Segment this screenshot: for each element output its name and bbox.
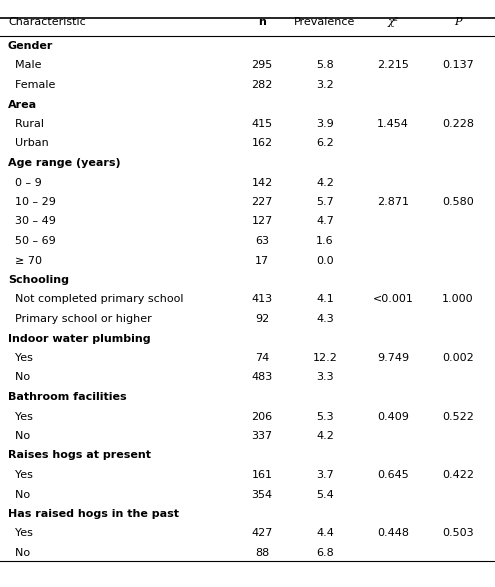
Text: 1.454: 1.454 xyxy=(377,119,409,129)
Text: 427: 427 xyxy=(251,528,273,538)
Text: 50 – 69: 50 – 69 xyxy=(8,236,56,246)
Text: 354: 354 xyxy=(251,490,273,500)
Text: 4.4: 4.4 xyxy=(316,528,334,538)
Text: 4.2: 4.2 xyxy=(316,431,334,441)
Text: 227: 227 xyxy=(251,197,273,207)
Text: 4.2: 4.2 xyxy=(316,177,334,187)
Text: 0.522: 0.522 xyxy=(442,411,474,421)
Text: 282: 282 xyxy=(251,80,273,90)
Text: 0.422: 0.422 xyxy=(442,470,474,480)
Text: 4.1: 4.1 xyxy=(316,295,334,305)
Text: 0.580: 0.580 xyxy=(442,197,474,207)
Text: Rural: Rural xyxy=(8,119,44,129)
Text: 415: 415 xyxy=(251,119,273,129)
Text: Raises hogs at present: Raises hogs at present xyxy=(8,450,151,460)
Text: 88: 88 xyxy=(255,548,269,558)
Text: Male: Male xyxy=(8,60,42,70)
Text: 63: 63 xyxy=(255,236,269,246)
Text: 9.749: 9.749 xyxy=(377,353,409,363)
Text: 142: 142 xyxy=(251,177,273,187)
Text: 30 – 49: 30 – 49 xyxy=(8,217,56,227)
Text: 0.137: 0.137 xyxy=(442,60,474,70)
Text: 3.3: 3.3 xyxy=(316,373,334,383)
Text: 5.3: 5.3 xyxy=(316,411,334,421)
Text: 10 – 29: 10 – 29 xyxy=(8,197,56,207)
Text: n: n xyxy=(258,17,266,27)
Text: ≥ 70: ≥ 70 xyxy=(8,255,42,265)
Text: 6.8: 6.8 xyxy=(316,548,334,558)
Text: 206: 206 xyxy=(251,411,273,421)
Text: Yes: Yes xyxy=(8,411,33,421)
Text: 17: 17 xyxy=(255,255,269,265)
Text: 161: 161 xyxy=(251,470,273,480)
Text: Schooling: Schooling xyxy=(8,275,69,285)
Text: 2.871: 2.871 xyxy=(377,197,409,207)
Text: 3.2: 3.2 xyxy=(316,80,334,90)
Text: 1.000: 1.000 xyxy=(442,295,474,305)
Text: Female: Female xyxy=(8,80,55,90)
Text: No: No xyxy=(8,548,30,558)
Text: Age range (years): Age range (years) xyxy=(8,158,121,168)
Text: Area: Area xyxy=(8,100,37,110)
Text: 4.3: 4.3 xyxy=(316,314,334,324)
Text: Gender: Gender xyxy=(8,41,53,51)
Text: Indoor water plumbing: Indoor water plumbing xyxy=(8,333,150,343)
Text: 413: 413 xyxy=(251,295,273,305)
Text: 0.0: 0.0 xyxy=(316,255,334,265)
Text: 0.409: 0.409 xyxy=(377,411,409,421)
Text: Yes: Yes xyxy=(8,528,33,538)
Text: 2.215: 2.215 xyxy=(377,60,409,70)
Text: <0.001: <0.001 xyxy=(373,295,413,305)
Text: No: No xyxy=(8,373,30,383)
Text: 337: 337 xyxy=(251,431,273,441)
Text: Bathroom facilities: Bathroom facilities xyxy=(8,392,127,402)
Text: Primary school or higher: Primary school or higher xyxy=(8,314,152,324)
Text: 0.503: 0.503 xyxy=(442,528,474,538)
Text: 162: 162 xyxy=(251,139,273,149)
Text: 0.228: 0.228 xyxy=(442,119,474,129)
Text: 0.448: 0.448 xyxy=(377,528,409,538)
Text: Has raised hogs in the past: Has raised hogs in the past xyxy=(8,509,179,519)
Text: Urban: Urban xyxy=(8,139,49,149)
Text: 74: 74 xyxy=(255,353,269,363)
Text: 3.9: 3.9 xyxy=(316,119,334,129)
Text: 1.6: 1.6 xyxy=(316,236,334,246)
Text: 12.2: 12.2 xyxy=(312,353,338,363)
Text: 6.2: 6.2 xyxy=(316,139,334,149)
Text: 92: 92 xyxy=(255,314,269,324)
Text: No: No xyxy=(8,431,30,441)
Text: Characteristic: Characteristic xyxy=(8,17,86,27)
Text: 0 – 9: 0 – 9 xyxy=(8,177,42,187)
Text: 5.7: 5.7 xyxy=(316,197,334,207)
Text: χ²: χ² xyxy=(388,17,398,27)
Text: Yes: Yes xyxy=(8,470,33,480)
Text: Not completed primary school: Not completed primary school xyxy=(8,295,184,305)
Text: 5.8: 5.8 xyxy=(316,60,334,70)
Text: 0.002: 0.002 xyxy=(442,353,474,363)
Text: P: P xyxy=(454,17,462,27)
Text: Yes: Yes xyxy=(8,353,33,363)
Text: No: No xyxy=(8,490,30,500)
Text: 5.4: 5.4 xyxy=(316,490,334,500)
Text: 295: 295 xyxy=(251,60,273,70)
Text: 4.7: 4.7 xyxy=(316,217,334,227)
Text: Prevalence: Prevalence xyxy=(295,17,356,27)
Text: 0.645: 0.645 xyxy=(377,470,409,480)
Text: 127: 127 xyxy=(251,217,273,227)
Text: 483: 483 xyxy=(251,373,273,383)
Text: 3.7: 3.7 xyxy=(316,470,334,480)
